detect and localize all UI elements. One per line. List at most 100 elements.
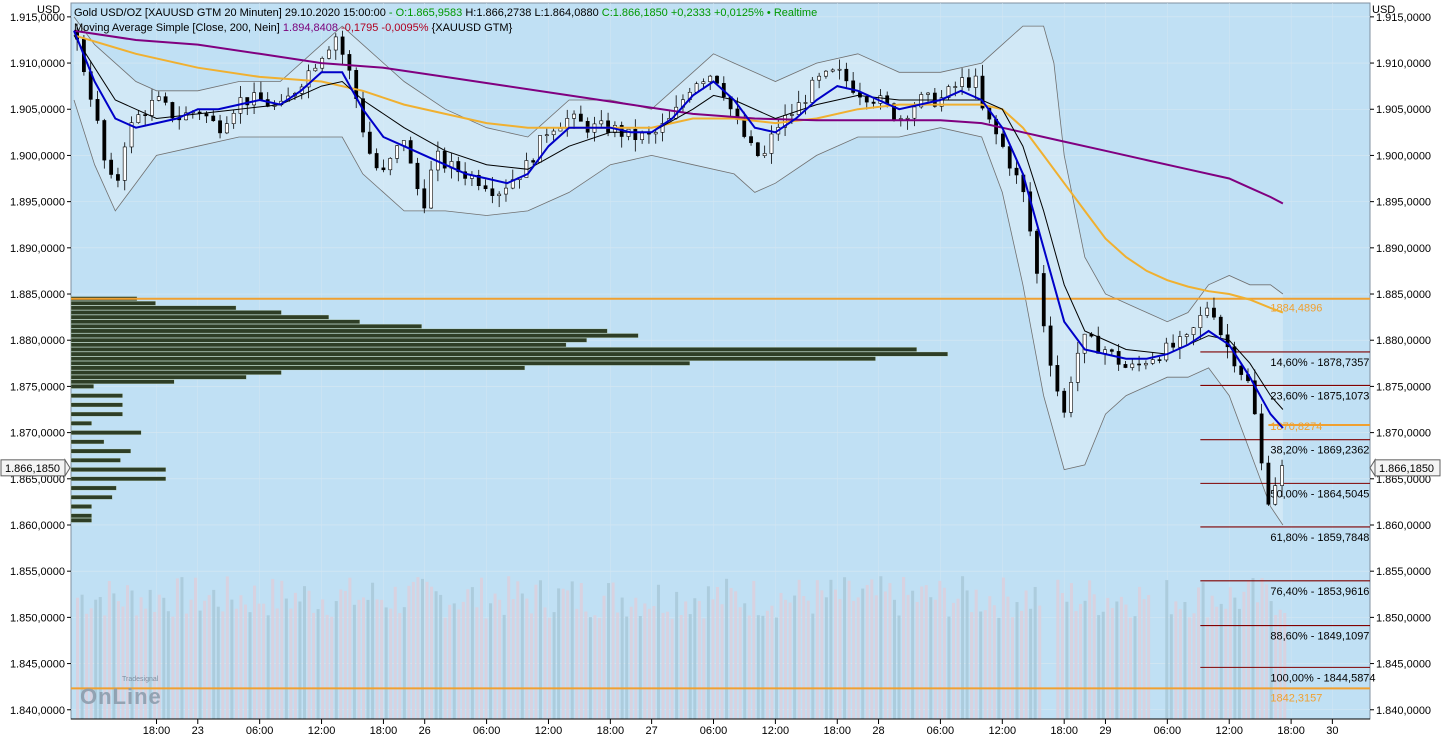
volume-bar bbox=[130, 590, 134, 719]
y-tick-label-left: 1.865,0000 bbox=[10, 474, 65, 486]
candle-body bbox=[755, 142, 760, 156]
volume-bar bbox=[602, 595, 606, 719]
volume-bar bbox=[924, 585, 928, 719]
y-tick-label-left: 1.850,0000 bbox=[10, 612, 65, 624]
volume-bar bbox=[302, 586, 306, 719]
volume-bar bbox=[361, 597, 365, 719]
volume-bar bbox=[135, 615, 139, 719]
y-tick-label-left: 1.900,0000 bbox=[10, 150, 65, 162]
candle-body bbox=[762, 153, 767, 156]
candle-body bbox=[660, 123, 665, 133]
volume-bar bbox=[802, 596, 806, 719]
candle-body bbox=[1212, 307, 1216, 318]
candle-body bbox=[864, 96, 869, 103]
profile-bar bbox=[70, 328, 608, 334]
profile-bar bbox=[70, 314, 330, 320]
volume-bar bbox=[457, 609, 461, 719]
volume-bar bbox=[974, 589, 978, 719]
volume-bar bbox=[988, 596, 992, 719]
volume-bar bbox=[389, 608, 393, 719]
last-price-markers: 1.866,1850 1.866,1850 bbox=[0, 458, 1441, 478]
volume-bar bbox=[1015, 602, 1019, 719]
volume-bar bbox=[611, 582, 615, 719]
volume-bar bbox=[225, 576, 229, 719]
volume-bar bbox=[593, 615, 597, 719]
volume-bar bbox=[1174, 601, 1178, 719]
y-tick-label-left: 1.880,0000 bbox=[10, 335, 65, 347]
volume-bar bbox=[1024, 590, 1028, 719]
y-tick-label-left: 1.915,0000 bbox=[10, 12, 65, 24]
x-axis: 18:00 23 06:00 12:00 18:00 26 06:00 12:00 18:00 2… bbox=[71, 718, 1370, 737]
volume-bar bbox=[80, 594, 84, 719]
volume-bar bbox=[625, 616, 629, 719]
candle-body bbox=[1014, 167, 1019, 176]
volume-bar bbox=[1197, 587, 1201, 719]
volume-bar bbox=[248, 612, 252, 719]
profile-bar bbox=[70, 518, 92, 523]
volume-bar bbox=[352, 604, 356, 719]
x-tick-label: 30 bbox=[1326, 725, 1338, 737]
candle-body bbox=[245, 97, 250, 106]
candle-body bbox=[347, 54, 352, 71]
volume-bar bbox=[666, 611, 670, 719]
profile-bar bbox=[70, 402, 123, 408]
volume-bar bbox=[815, 580, 819, 719]
volume-bar bbox=[747, 615, 751, 719]
candle-body bbox=[211, 115, 216, 122]
volume-bar bbox=[139, 597, 143, 719]
volume-bar bbox=[1020, 610, 1024, 719]
volume-bar bbox=[398, 613, 402, 719]
volume-bar bbox=[502, 614, 506, 719]
volume-bar bbox=[702, 618, 706, 719]
candle-body bbox=[313, 67, 318, 72]
horizontal-levels: 1884,4896 1870,8274 1842,3157 bbox=[71, 297, 1370, 704]
fib-label: 14,60% - 1878,7357 bbox=[1270, 357, 1369, 369]
y-tick-label-left: 1.910,0000 bbox=[10, 58, 65, 70]
volume-bar bbox=[357, 599, 361, 719]
volume-bar bbox=[661, 612, 665, 719]
volume-bar bbox=[793, 595, 797, 719]
profile-bar bbox=[70, 476, 167, 482]
volume-bar bbox=[784, 599, 788, 719]
profile-bar bbox=[70, 430, 142, 435]
volume-bar bbox=[298, 601, 302, 719]
candle-body bbox=[408, 140, 413, 164]
volume-bar bbox=[824, 597, 828, 719]
volume-bar bbox=[239, 595, 243, 719]
candle-body bbox=[749, 136, 753, 144]
volume-bar bbox=[879, 576, 883, 719]
profile-bar bbox=[70, 301, 156, 306]
volume-bar bbox=[148, 589, 152, 719]
high-low-values: H:1.866,2738 L:1.864,0880 bbox=[465, 7, 599, 19]
volume-bar bbox=[838, 599, 842, 719]
candle-body bbox=[1130, 363, 1135, 368]
candle-body bbox=[463, 171, 468, 179]
y-tick-label-right: 1.845,0000 bbox=[1376, 659, 1431, 671]
profile-bar bbox=[70, 384, 94, 389]
volume-bar bbox=[416, 577, 420, 719]
fib-label: 38,20% - 1869,2362 bbox=[1270, 445, 1369, 457]
profile-bar bbox=[70, 379, 175, 385]
volume-bar bbox=[216, 606, 220, 719]
volume-bar bbox=[725, 578, 729, 719]
volume-bar bbox=[1056, 579, 1060, 719]
candle-body bbox=[572, 113, 576, 119]
volume-bar bbox=[203, 600, 207, 719]
x-tick-label: 18:00 bbox=[1050, 725, 1078, 737]
volume-bar bbox=[76, 597, 80, 719]
level-label: 1842,3157 bbox=[1270, 692, 1322, 704]
level-label: 1870,8274 bbox=[1270, 421, 1322, 433]
profile-bar bbox=[70, 356, 876, 361]
candle-body bbox=[224, 123, 229, 134]
volume-bar bbox=[475, 607, 479, 719]
x-tick-label: 12:00 bbox=[535, 725, 563, 737]
candle-body bbox=[1109, 349, 1114, 352]
candle-body bbox=[163, 96, 168, 103]
volume-bar bbox=[384, 607, 388, 719]
volume-bar bbox=[98, 597, 102, 719]
y-tick-label-left: 1.875,0000 bbox=[10, 381, 65, 393]
candle-body bbox=[1069, 382, 1073, 413]
volume-bar bbox=[543, 607, 547, 719]
last-price-label-right: 1.866,1850 bbox=[1379, 463, 1434, 475]
